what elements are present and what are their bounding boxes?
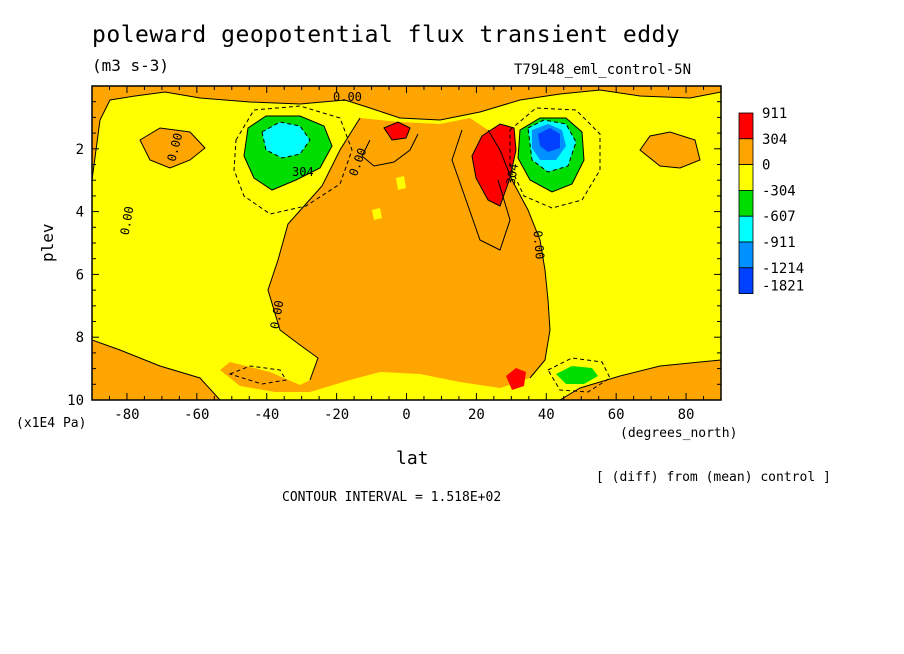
x-tick-label: 40 (538, 407, 555, 423)
fill-orange-bottom-right (560, 360, 721, 400)
plot-area: 0.00 0.00 0.00 0.00 0.00 0.00 304 304 (92, 86, 721, 400)
contour-interval: CONTOUR INTERVAL = 1.518E+02 (282, 490, 502, 505)
colorbar: 911 304 0 -304 -607 -911 -1214 -1821 (738, 106, 804, 295)
contour-lines-dashed (228, 105, 611, 393)
chart-units: (m3 s-3) (92, 56, 170, 75)
x-tick-label: -20 (324, 407, 349, 423)
colorbar-label: 304 (762, 132, 787, 148)
fill-yellow-island-2 (396, 176, 406, 190)
y-axis-label: plev (38, 223, 57, 262)
y-tick-label: 4 (76, 205, 84, 221)
x-axis: -80 -60 -40 -20 0 20 40 60 80 (91, 86, 722, 423)
contour-label: 0.00 (268, 299, 287, 330)
fill-green-bottom (556, 366, 598, 384)
y-tick-label: 6 (76, 267, 84, 283)
fill-orange-top (92, 86, 721, 180)
x-tick-label: 80 (678, 407, 695, 423)
contour-label: 0.00 (531, 230, 547, 260)
chart-title: poleward geopotential flux transient edd… (92, 22, 681, 48)
fill-orange-left (140, 128, 205, 168)
y-tick-label: 10 (67, 393, 84, 409)
x-axis-label: lat (396, 448, 429, 469)
x-units: (degrees_north) (620, 426, 738, 441)
colorbar-label: -1821 (762, 279, 804, 295)
fill-red-bottom (506, 368, 526, 390)
fill-orange-right (640, 132, 700, 168)
y-tick-label: 8 (76, 330, 84, 346)
colorbar-label: -304 (762, 183, 796, 199)
colorbar-swatch (738, 267, 754, 294)
fill-yellow-island-1 (372, 208, 382, 220)
contour-label: 304 (504, 162, 522, 186)
contour-label: 0.00 (333, 90, 362, 104)
x-tick-label: 0 (402, 407, 410, 423)
fill-blue-right (538, 128, 560, 152)
x-tick-label: -40 (254, 407, 279, 423)
colorbar-swatch (738, 241, 754, 269)
fill-red-center (384, 122, 410, 140)
run-label: T79L48_eml_control-5N (514, 62, 692, 78)
colorbar-label: -1214 (762, 261, 804, 277)
x-tick-label: -80 (114, 407, 139, 423)
fill-red-right (472, 124, 516, 206)
colorbar-swatch (738, 112, 754, 140)
colorbar-swatch (738, 138, 754, 166)
contour-label: 304 (292, 165, 314, 179)
y-tick-label: 2 (76, 142, 84, 158)
x-tick-label: 20 (468, 407, 485, 423)
colorbar-swatch (738, 164, 754, 191)
fill-orange-bottom (92, 340, 220, 400)
colorbar-label: -607 (762, 209, 796, 225)
x-tick-label: 60 (608, 407, 625, 423)
colorbar-swatch (738, 189, 754, 217)
fill-cyan-left (262, 122, 310, 158)
contour-lines (92, 89, 721, 400)
colorbar-swatch (738, 215, 754, 243)
contour-label: 0.00 (118, 205, 137, 236)
y-units: (x1E4 Pa) (16, 416, 87, 431)
y-axis: 2 4 6 8 10 (67, 85, 721, 409)
x-tick-label: -60 (184, 407, 209, 423)
colorbar-label: -911 (762, 235, 796, 251)
fill-orange-center (220, 118, 550, 392)
diff-note: [ (diff) from (mean) control ] (596, 470, 831, 485)
colorbar-label: 0 (762, 158, 770, 174)
colorbar-label: 911 (762, 106, 787, 122)
